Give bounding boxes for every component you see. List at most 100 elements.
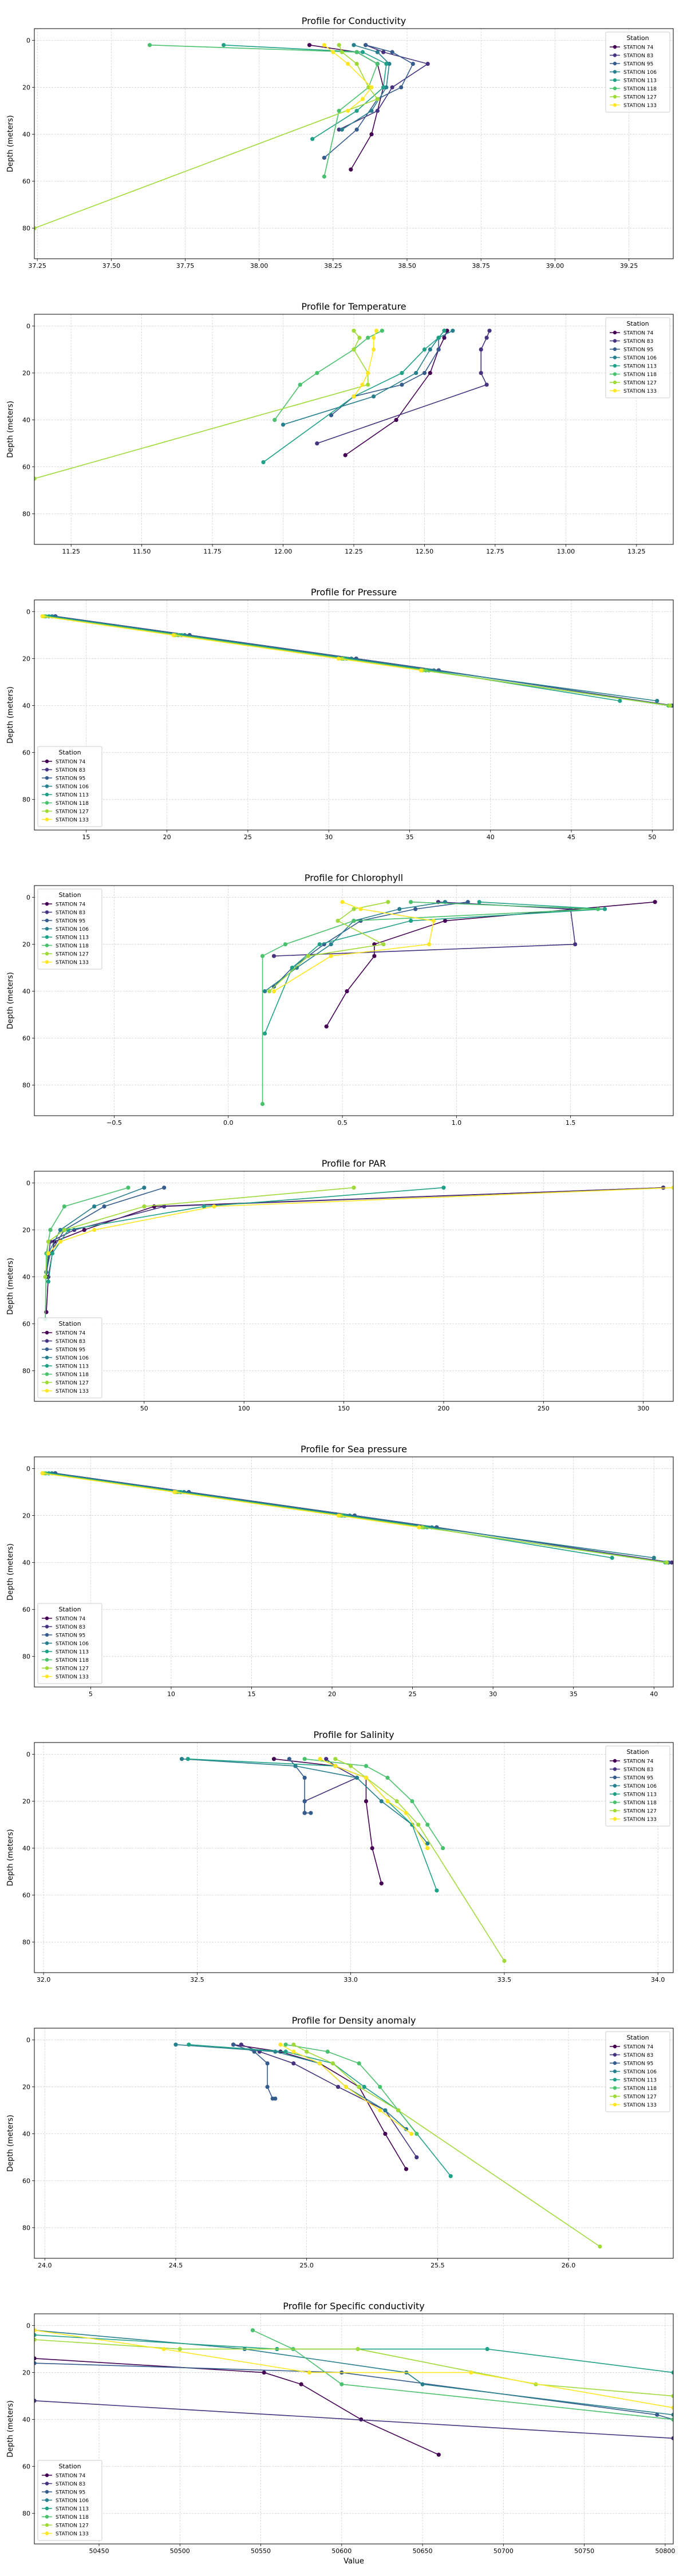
x-tick-label: 10: [167, 1690, 175, 1698]
x-tick-label: 35: [405, 833, 413, 841]
data-point: [385, 1799, 390, 1804]
y-tick-label: 80: [22, 2510, 30, 2518]
data-point: [420, 1525, 425, 1530]
plot-frame: [34, 314, 674, 545]
y-tick-label: 80: [22, 1939, 30, 1946]
data-point: [418, 668, 423, 673]
legend-title: Station: [58, 749, 81, 756]
data-point: [364, 43, 368, 48]
plot-frame: [34, 599, 674, 831]
legend-entry-label: STATION 106: [56, 2498, 89, 2504]
data-point: [410, 61, 415, 66]
legend-swatch-marker: [613, 61, 617, 66]
x-tick-label: 50600: [331, 2547, 352, 2555]
legend-swatch-marker: [45, 759, 49, 764]
grid: [34, 1457, 673, 1687]
data-point: [34, 2361, 37, 2365]
data-point: [441, 1186, 446, 1190]
data-point: [310, 137, 315, 141]
x-tick-label: 50700: [493, 2547, 514, 2555]
y-tick-label: 0: [26, 1751, 30, 1759]
legend-swatch-marker: [613, 2069, 617, 2073]
legend-entry-label: STATION 74: [56, 902, 86, 908]
legend-entry-label: STATION 106: [56, 1641, 89, 1647]
legend-entry-label: STATION 127: [623, 1809, 657, 1815]
legend-swatch-marker: [45, 2473, 49, 2478]
data-point: [397, 907, 402, 911]
data-point: [329, 942, 333, 947]
x-tick-label: 200: [437, 1405, 449, 1412]
legend-swatch-marker: [45, 1641, 49, 1645]
legend-entry-label: STATION 106: [56, 784, 89, 790]
y-tick-label: 40: [22, 1845, 30, 1852]
legend-title: Station: [626, 1748, 649, 1756]
data-point: [451, 329, 455, 333]
legend: Station STATION 74 STATION 83 STATION 95 STA…: [605, 2031, 670, 2112]
data-point: [177, 2346, 182, 2352]
data-point: [46, 1239, 51, 1244]
data-point: [302, 1775, 307, 1780]
legend-swatch-marker: [613, 1808, 617, 1813]
y-tick-label: 0: [26, 2037, 30, 2044]
data-point: [322, 156, 326, 160]
data-point: [307, 2370, 311, 2375]
data-point: [364, 1775, 369, 1780]
data-point: [44, 1310, 49, 1314]
chart-title: Profile for PAR: [322, 1158, 386, 1169]
chart-panel-5: Profile for PAR 50 100 150 200 250 300 0 20 40 60 8…: [6, 1158, 674, 1412]
y-axis-label: Depth (meters): [6, 115, 15, 172]
data-point: [40, 1471, 45, 1476]
x-tick-label: 1.5: [566, 1119, 576, 1127]
x-tick-label: 12.75: [486, 548, 504, 555]
data-point: [469, 2370, 473, 2375]
series-line: [274, 901, 435, 992]
legend-entry-label: STATION 83: [623, 1767, 653, 1773]
data-point: [58, 1239, 62, 1244]
legend-entry-label: STATION 118: [56, 2515, 89, 2520]
legend-entry-label: STATION 133: [56, 960, 89, 966]
data-point: [357, 335, 362, 340]
data-point: [356, 2346, 360, 2352]
series-line: [269, 901, 388, 992]
legend-entry-label: STATION 83: [56, 2482, 85, 2487]
data-point: [440, 1846, 445, 1851]
y-tick-label: 40: [22, 1559, 30, 1567]
y-tick-label: 80: [22, 796, 30, 804]
chart-panel-8: Profile for Density anomaly 24.0 24.5 25.0 2…: [6, 2015, 674, 2269]
data-point: [352, 1186, 356, 1190]
series-line: [280, 2044, 412, 2135]
data-point: [671, 2436, 673, 2441]
legend-swatch-marker: [613, 1817, 617, 1821]
data-point: [417, 1525, 421, 1530]
series-station-127: [291, 2042, 602, 2249]
data-point: [409, 918, 413, 923]
series-station-133: [40, 614, 423, 673]
x-tick-label: 25: [244, 833, 252, 841]
x-tick-label: 24.0: [38, 2262, 52, 2269]
legend-entry-label: STATION 74: [56, 760, 86, 765]
chart-title: Profile for Density anomaly: [292, 2015, 416, 2026]
legend: Station STATION 74 STATION 83 STATION 95 STA…: [37, 2460, 102, 2541]
legend-title: Station: [626, 320, 649, 327]
series-station-133: [352, 329, 379, 399]
legend-swatch-marker: [45, 2506, 49, 2511]
legend-entry-label: STATION 95: [623, 347, 653, 353]
data-point: [333, 1764, 338, 1768]
series-station-133: [40, 1471, 421, 1530]
data-point: [330, 2061, 335, 2066]
data-point: [162, 1186, 167, 1190]
data-point: [337, 43, 341, 48]
x-tick-label: 20: [328, 1690, 336, 1698]
series-station-106: [262, 900, 448, 994]
legend-swatch-marker: [45, 776, 49, 780]
data-point: [671, 2405, 673, 2410]
legend-entry-label: STATION 118: [623, 2086, 657, 2092]
data-point: [261, 460, 266, 465]
series-line: [283, 330, 453, 425]
data-point: [375, 97, 380, 101]
legend: Station STATION 74 STATION 83 STATION 95 STA…: [605, 317, 670, 398]
data-point: [265, 2084, 270, 2089]
x-tick-label: 45: [567, 833, 575, 841]
data-point: [102, 1204, 106, 1209]
legend-swatch-marker: [45, 1625, 49, 1629]
